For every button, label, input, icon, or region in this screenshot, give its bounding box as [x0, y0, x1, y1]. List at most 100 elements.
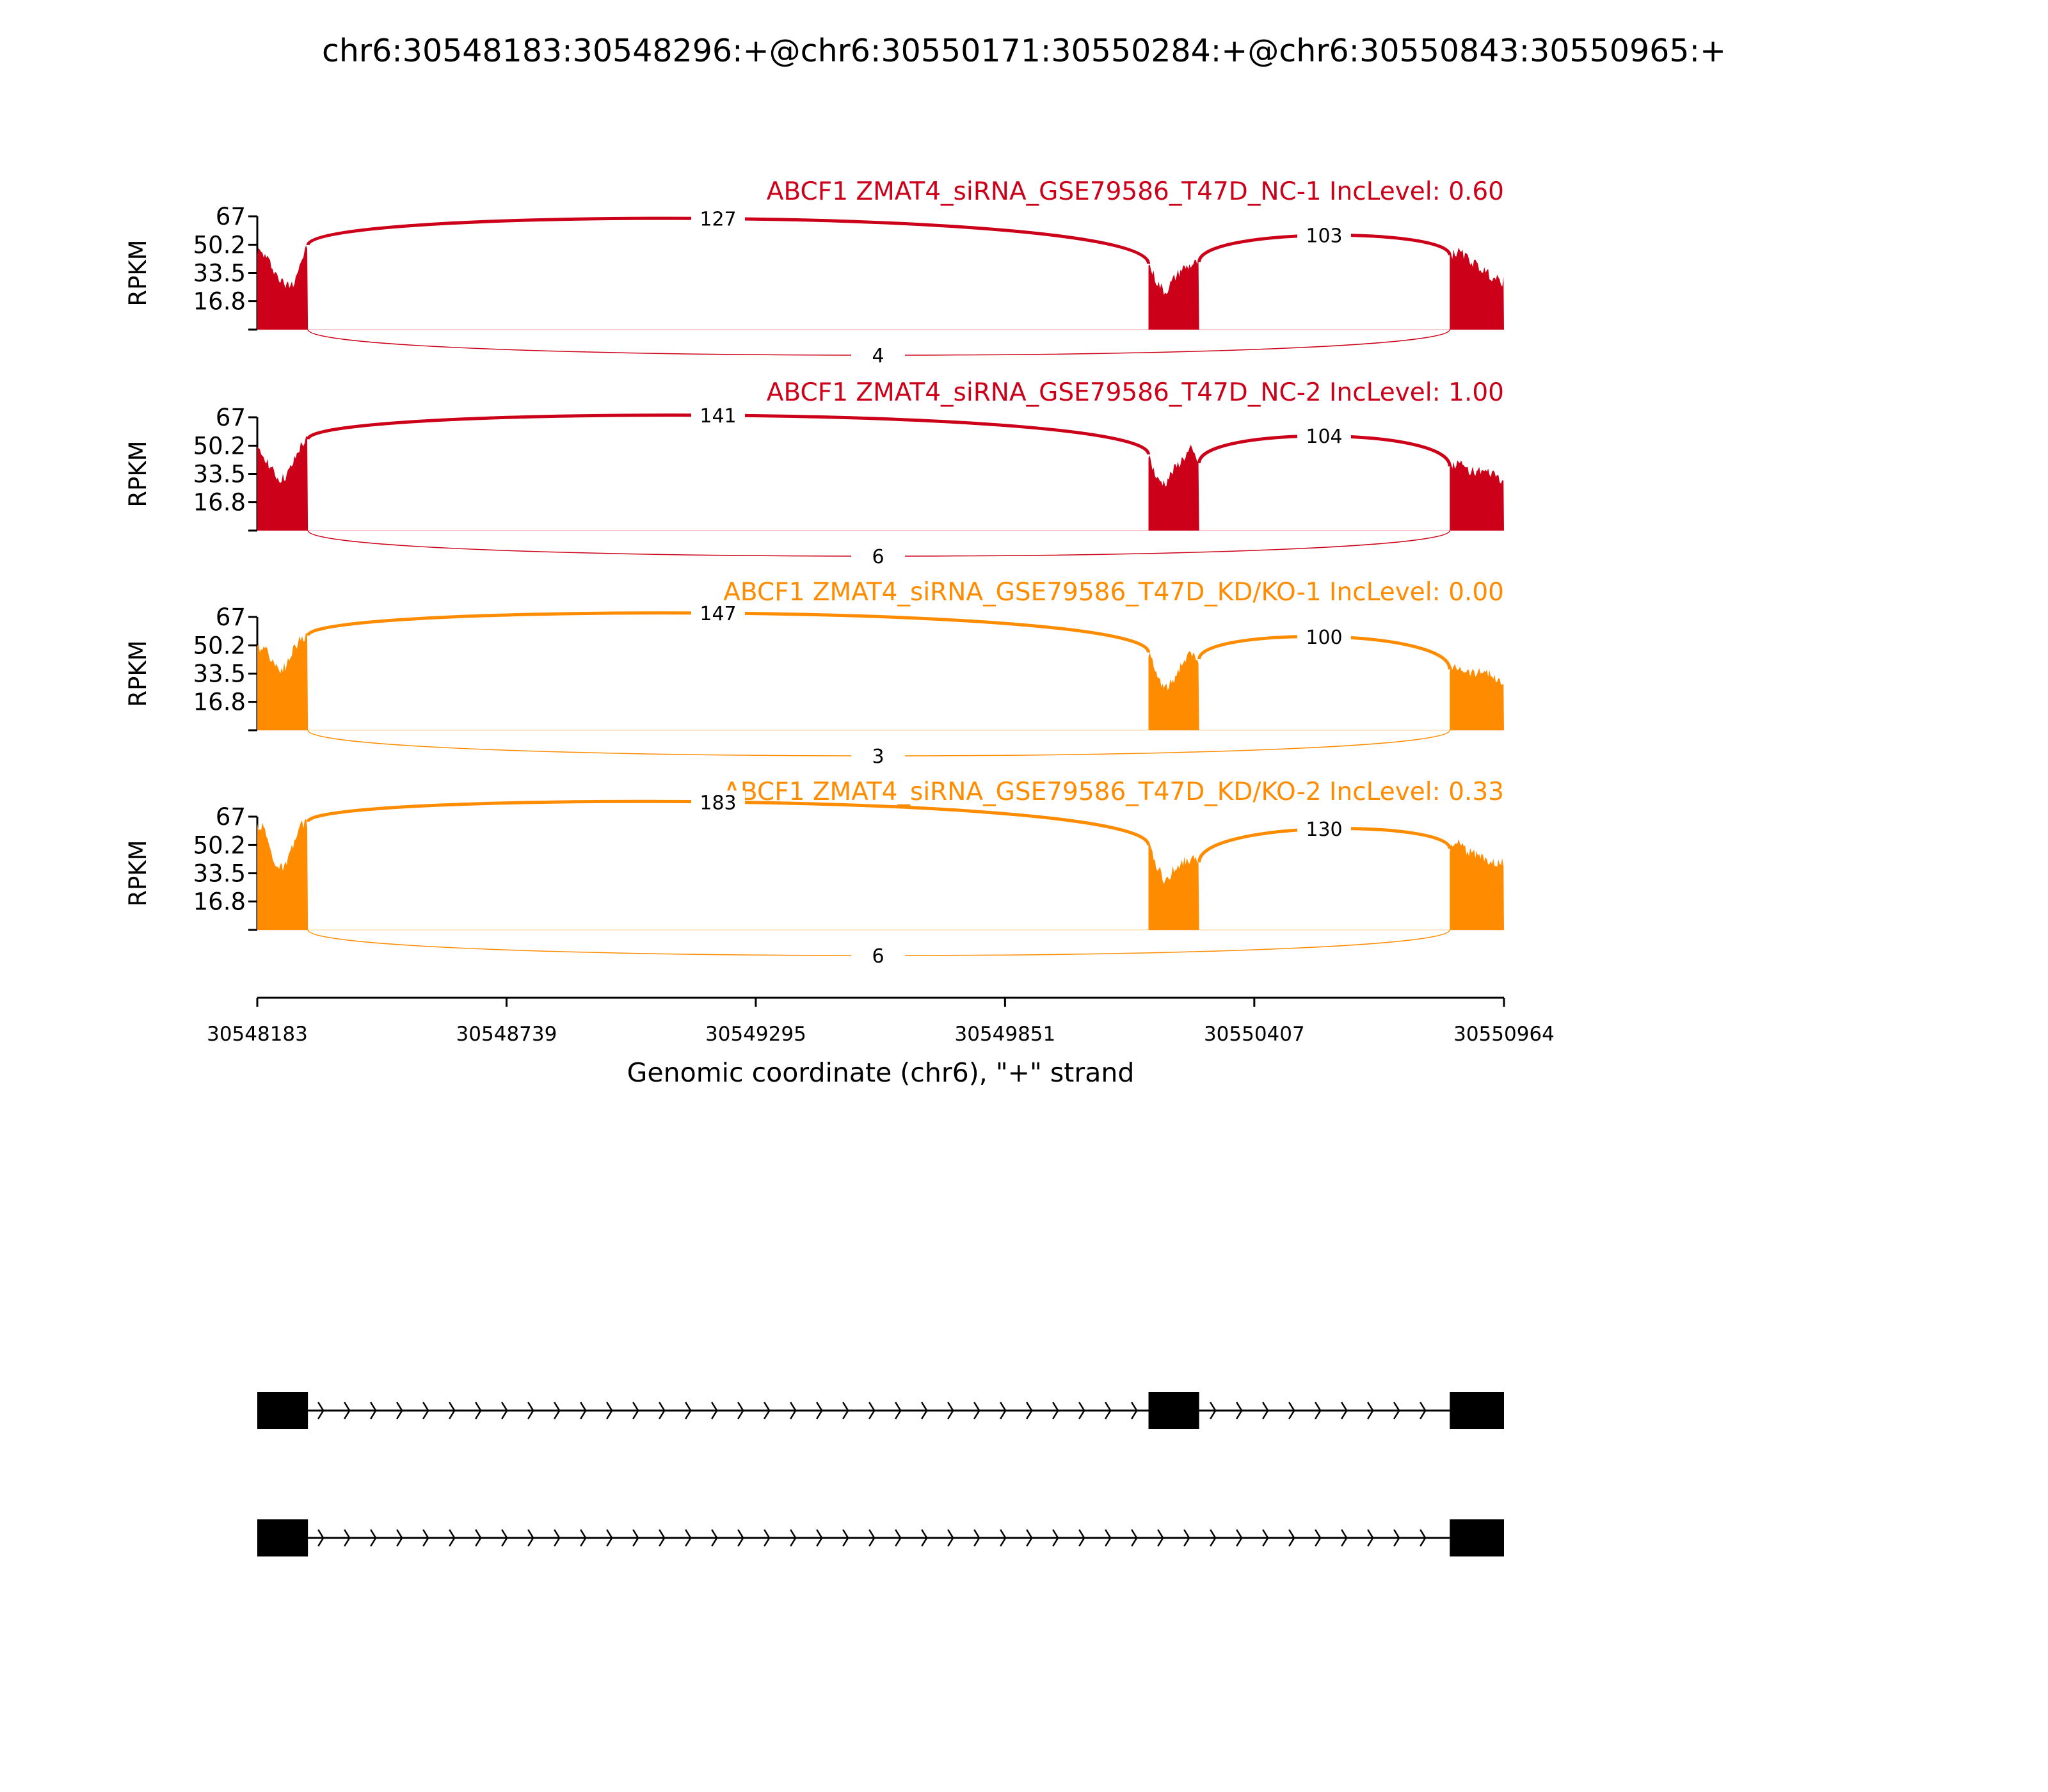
transcript-2	[257, 1519, 1504, 1556]
junction-arc-inclusion-1-count: 141	[700, 405, 736, 428]
strand-chevron-icon	[737, 1402, 744, 1420]
strand-chevron-icon	[1315, 1402, 1322, 1420]
x-tick-label: 30550407	[1204, 1023, 1305, 1046]
strand-chevron-icon	[422, 1402, 429, 1420]
strand-chevron-icon	[396, 1529, 403, 1547]
sample-label: ABCF1 ZMAT4_siRNA_GSE79586_T47D_NC-1 Inc…	[767, 177, 1504, 206]
exon-box	[1450, 1519, 1504, 1556]
strand-chevron-icon	[764, 1402, 771, 1420]
strand-chevron-icon	[1262, 1529, 1269, 1547]
strand-chevron-icon	[1393, 1529, 1400, 1547]
strand-chevron-icon	[895, 1529, 902, 1547]
coverage-exon-1	[257, 819, 308, 930]
strand-chevron-icon	[632, 1529, 639, 1547]
strand-chevron-icon	[344, 1529, 351, 1547]
strand-chevron-icon	[606, 1529, 613, 1547]
strand-chevron-icon	[527, 1402, 534, 1420]
strand-chevron-icon	[711, 1529, 718, 1547]
junction-arc-inclusion-2-label-bg	[1297, 817, 1351, 841]
strand-chevron-icon	[685, 1402, 692, 1420]
strand-chevron-icon	[317, 1529, 324, 1547]
coverage-exon-2	[1148, 841, 1199, 930]
y-tick-label: 67	[216, 203, 246, 230]
strand-chevron-icon	[1393, 1402, 1400, 1420]
coverage-exon-3	[1450, 247, 1504, 330]
strand-chevron-icon	[475, 1402, 482, 1420]
y-tick-label: 16.8	[193, 888, 246, 916]
strand-chevron-icon	[396, 1402, 403, 1420]
exon-box	[1148, 1392, 1199, 1429]
strand-chevron-icon	[1105, 1402, 1112, 1420]
strand-chevron-icon	[842, 1529, 849, 1547]
strand-chevron-icon	[1210, 1529, 1217, 1547]
strand-chevron-icon	[370, 1402, 377, 1420]
strand-chevron-icon	[921, 1529, 928, 1547]
y-tick-label: 16.8	[193, 288, 246, 316]
y-tick-label: 50.2	[193, 632, 246, 659]
coverage-exon-2	[1148, 651, 1199, 730]
strand-chevron-icon	[1183, 1529, 1190, 1547]
chart-title: chr6:30548183:30548296:+@chr6:30550171:3…	[322, 33, 1726, 69]
junction-arc-inclusion-1-label-bg	[691, 602, 745, 625]
strand-chevron-icon	[501, 1402, 508, 1420]
strand-chevron-icon	[921, 1402, 928, 1420]
strand-chevron-icon	[895, 1402, 902, 1420]
strand-chevron-icon	[1341, 1529, 1348, 1547]
junction-arc-exclusion-label-bg	[851, 545, 905, 568]
x-tick-label: 30550964	[1453, 1023, 1555, 1046]
junction-arc-exclusion-count: 3	[872, 746, 884, 768]
y-axis-label: RPKM	[124, 440, 152, 507]
strand-chevron-icon	[973, 1402, 980, 1420]
strand-chevron-icon	[1052, 1402, 1059, 1420]
junction-arc-exclusion-label-bg	[851, 944, 905, 967]
x-axis: 30548183 30548739 30549295 30549851 30550407…	[207, 996, 1555, 1046]
junction-arc-inclusion-2-label-bg	[1297, 223, 1351, 247]
strand-chevron-icon	[1000, 1402, 1007, 1420]
strand-chevron-icon	[1315, 1529, 1322, 1547]
strand-chevron-icon	[1026, 1402, 1033, 1420]
junction-arc-inclusion-1-count: 183	[700, 792, 736, 814]
strand-chevron-icon	[501, 1529, 508, 1547]
exon-box	[257, 1519, 308, 1556]
strand-chevron-icon	[475, 1529, 482, 1547]
coverage-exon-1	[257, 436, 308, 531]
y-tick-label: 33.5	[193, 660, 246, 688]
y-tick-label: 50.2	[193, 831, 246, 859]
junction-arc-inclusion-2-count: 104	[1306, 426, 1342, 448]
junction-arc-inclusion-2-count: 100	[1306, 627, 1342, 649]
strand-chevron-icon	[1420, 1402, 1427, 1420]
strand-chevron-icon	[1262, 1402, 1269, 1420]
strand-chevron-icon	[1367, 1529, 1374, 1547]
transcript-1	[257, 1392, 1504, 1429]
strand-chevron-icon	[1078, 1529, 1085, 1547]
strand-chevron-icon	[1000, 1529, 1007, 1547]
y-axis-label: RPKM	[124, 640, 152, 707]
strand-chevron-icon	[1236, 1529, 1243, 1547]
coverage-exon-3	[1450, 838, 1504, 930]
sample-label: ABCF1 ZMAT4_siRNA_GSE79586_T47D_KD/KO-2 …	[723, 778, 1504, 806]
y-tick-label: 67	[216, 404, 246, 431]
coverage-exon-1	[257, 245, 308, 330]
strand-chevron-icon	[1131, 1529, 1138, 1547]
junction-arc-exclusion-label-bg	[851, 344, 905, 367]
junction-arc-inclusion-1-label-bg	[691, 207, 745, 230]
junction-arc-inclusion-2-count: 130	[1306, 819, 1342, 841]
strand-chevron-icon	[1420, 1529, 1427, 1547]
strand-chevron-icon	[1288, 1402, 1295, 1420]
y-tick-label: 16.8	[193, 489, 246, 516]
strand-chevron-icon	[1052, 1529, 1059, 1547]
y-axis-label: RPKM	[124, 840, 152, 906]
x-tick-label: 30548739	[456, 1023, 557, 1046]
sample-label: ABCF1 ZMAT4_siRNA_GSE79586_T47D_KD/KO-1 …	[723, 578, 1504, 607]
x-axis-label: Genomic coordinate (chr6), "+" strand	[627, 1057, 1135, 1088]
strand-chevron-icon	[317, 1402, 324, 1420]
junction-arc-inclusion-2-label-bg	[1297, 424, 1351, 448]
x-tick-label: 30548183	[207, 1023, 308, 1046]
junction-arc-exclusion-count: 4	[872, 345, 884, 367]
y-tick-label: 67	[216, 604, 246, 631]
strand-chevron-icon	[449, 1529, 456, 1547]
